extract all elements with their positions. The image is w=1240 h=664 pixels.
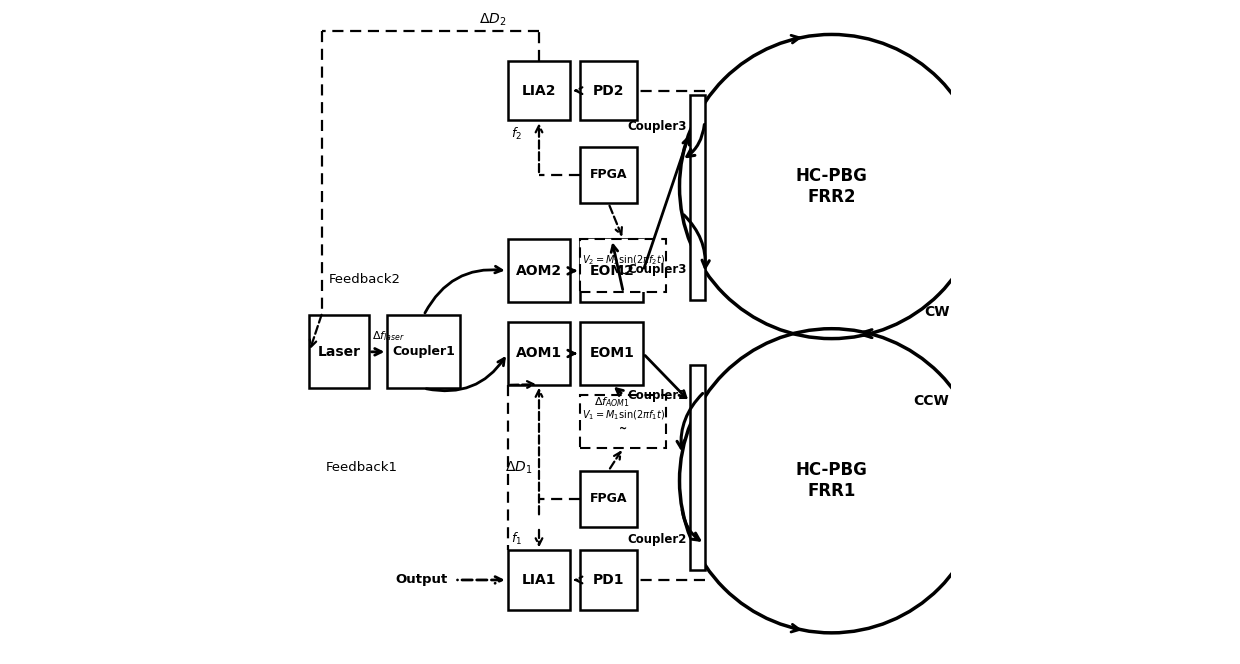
- FancyBboxPatch shape: [580, 550, 636, 610]
- FancyBboxPatch shape: [507, 61, 570, 120]
- Text: CW: CW: [924, 305, 950, 319]
- Text: HC-PBG
FRR2: HC-PBG FRR2: [796, 167, 868, 206]
- Text: PD1: PD1: [593, 573, 624, 587]
- Text: Output: Output: [396, 574, 448, 586]
- Text: AOM1: AOM1: [516, 347, 562, 361]
- FancyBboxPatch shape: [507, 322, 570, 385]
- FancyBboxPatch shape: [580, 395, 666, 448]
- Text: Feedback1: Feedback1: [326, 461, 398, 474]
- FancyBboxPatch shape: [580, 240, 644, 302]
- FancyBboxPatch shape: [691, 95, 704, 300]
- Text: $f_2$: $f_2$: [511, 125, 522, 141]
- Text: $\Delta D_2$: $\Delta D_2$: [479, 11, 506, 28]
- Text: $f_1$: $f_1$: [511, 531, 522, 546]
- Text: LIA1: LIA1: [522, 573, 557, 587]
- FancyBboxPatch shape: [691, 365, 704, 570]
- FancyBboxPatch shape: [507, 550, 570, 610]
- Text: EOM2: EOM2: [589, 264, 634, 278]
- FancyBboxPatch shape: [580, 61, 636, 120]
- FancyBboxPatch shape: [580, 471, 636, 527]
- Text: PD2: PD2: [593, 84, 624, 98]
- Text: $\Delta D_1$: $\Delta D_1$: [505, 459, 532, 475]
- FancyBboxPatch shape: [580, 240, 666, 292]
- Text: Coupler3: Coupler3: [627, 263, 687, 276]
- Text: Coupler2: Coupler2: [627, 533, 687, 546]
- Text: $\Delta f_{AOM1}$: $\Delta f_{AOM1}$: [594, 395, 630, 408]
- Text: HC-PBG
FRR1: HC-PBG FRR1: [796, 461, 868, 500]
- Text: FPGA: FPGA: [590, 493, 627, 505]
- Text: $V_1=M_1\sin(2\pi f_1 t)$
~: $V_1=M_1\sin(2\pi f_1 t)$ ~: [582, 408, 665, 434]
- Text: Coupler1: Coupler1: [392, 345, 455, 359]
- Text: AOM2: AOM2: [516, 264, 562, 278]
- Text: CCW: CCW: [914, 394, 950, 408]
- FancyBboxPatch shape: [387, 315, 460, 388]
- Text: Laser: Laser: [317, 345, 361, 359]
- Text: $V_2=M_2\sin(2\pi f_2 t)$
~: $V_2=M_2\sin(2\pi f_2 t)$ ~: [582, 253, 665, 278]
- Text: Coupler3: Coupler3: [627, 120, 687, 133]
- Text: LIA2: LIA2: [522, 84, 557, 98]
- FancyBboxPatch shape: [507, 240, 570, 302]
- FancyBboxPatch shape: [580, 147, 636, 203]
- FancyBboxPatch shape: [309, 315, 368, 388]
- Text: $\Delta f_{laser}$: $\Delta f_{laser}$: [372, 329, 405, 343]
- Text: Coupler2: Coupler2: [627, 389, 687, 402]
- Text: EOM1: EOM1: [589, 347, 634, 361]
- Text: Feedback2: Feedback2: [329, 273, 401, 286]
- FancyBboxPatch shape: [580, 322, 644, 385]
- Text: FPGA: FPGA: [590, 169, 627, 181]
